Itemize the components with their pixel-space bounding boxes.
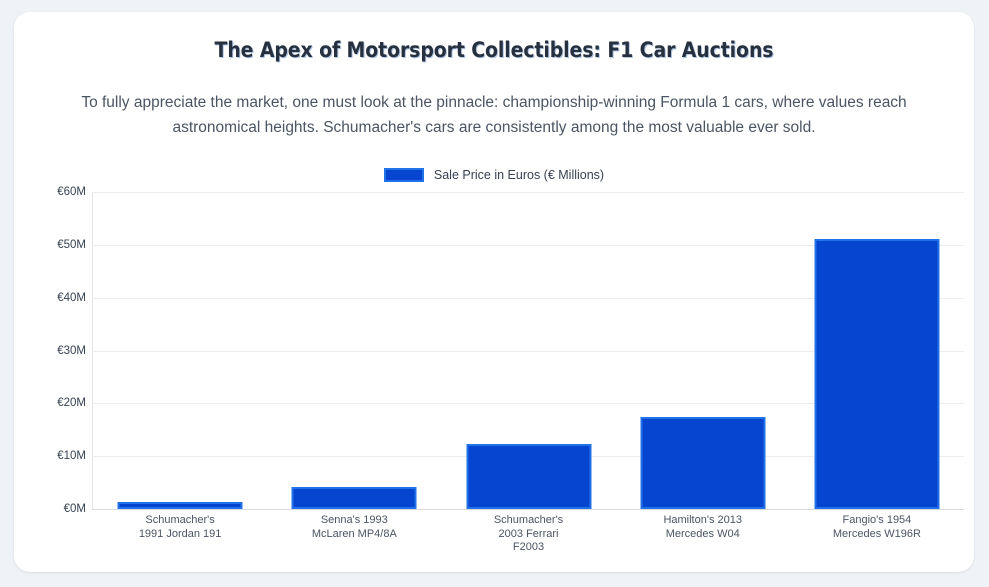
- bar-slot: [616, 192, 790, 509]
- bar[interactable]: [814, 238, 940, 509]
- legend-swatch-icon: [383, 168, 424, 182]
- gridline: [92, 403, 964, 405]
- x-axis-tick-label: Hamilton's 2013 Mercedes W04: [663, 514, 742, 540]
- bar-slot: [93, 192, 267, 509]
- x-axis-tick-label: Fangio's 1954 Mercedes W196R: [832, 514, 921, 540]
- page-title: The Apex of Motorsport Collectibles: F1 …: [214, 38, 774, 62]
- chart-subtitle: To fully appreciate the market, one must…: [81, 94, 907, 136]
- bars-group: [93, 192, 964, 509]
- chart-legend: Sale Price in Euros (€ Millions): [14, 168, 974, 182]
- bar-slot: [790, 192, 964, 509]
- bar-slot: [441, 192, 615, 509]
- y-axis-tick-label: €0M: [63, 503, 86, 515]
- bar[interactable]: [466, 444, 591, 509]
- bar-slot: [267, 192, 441, 509]
- gridline: [92, 350, 964, 352]
- y-axis-tick-label: €50M: [57, 238, 86, 251]
- y-axis-tick-label: €30M: [57, 344, 86, 357]
- x-axis-tick-label: Schumacher's 1991 Jordan 191: [138, 514, 222, 540]
- y-axis-tick-label: €10M: [57, 450, 86, 463]
- gridline: [92, 297, 964, 299]
- plot-axis-area: €0M €10M €20M €30M €40M €50M €60M: [57, 186, 964, 515]
- legend-item-label: Sale Price in Euros (€ Millions): [433, 168, 605, 182]
- x-axis-tick-labels: Schumacher's 1991 Jordan 191 Senna's 1993…: [93, 514, 964, 555]
- bar[interactable]: [117, 502, 243, 509]
- bar-chart-plot: €0M €10M €20M €30M €40M €50M €60M Schumacher's…: [57, 180, 964, 553]
- bar[interactable]: [291, 487, 417, 509]
- bar[interactable]: [640, 416, 766, 509]
- gridline: [92, 509, 964, 510]
- y-axis-tick-label: €40M: [57, 291, 86, 304]
- gridline: [92, 192, 964, 193]
- x-axis-tick-label: Senna's 1993 McLaren MP4/8A: [311, 514, 397, 540]
- y-axis-tick-label: €60M: [57, 186, 86, 198]
- y-axis-tick-label: €20M: [57, 397, 86, 410]
- gridline: [92, 244, 964, 246]
- x-axis-tick-label: Schumacher's 2003 Ferrari F2003: [493, 514, 564, 553]
- chart-card: The Apex of Motorsport Collectibles: F1 …: [14, 12, 974, 572]
